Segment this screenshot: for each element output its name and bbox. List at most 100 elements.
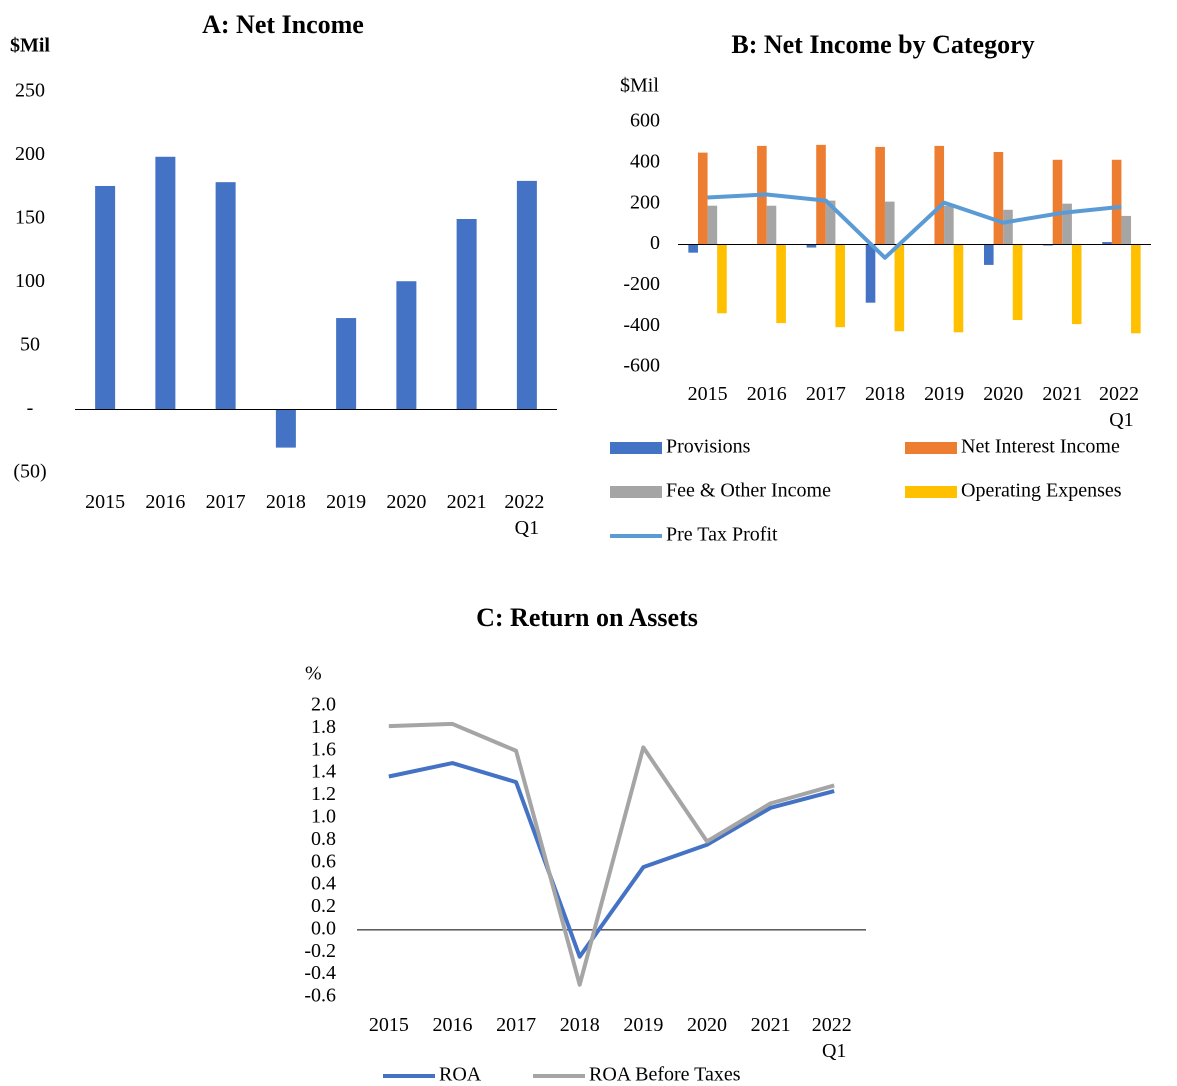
x-tick-label-line: Q1 — [1109, 409, 1133, 431]
bar — [825, 200, 836, 245]
x-tick-label-line: 2018 — [865, 383, 905, 405]
x-tick-label-line: 2019 — [326, 491, 366, 513]
x-tick-label-line: 2021 — [447, 491, 487, 513]
bar — [1062, 203, 1072, 245]
x-tick-label-line: 2019 — [623, 1014, 663, 1036]
bar — [215, 182, 236, 410]
x-tick-label-line: 2020 — [687, 1014, 727, 1036]
x-tick-label-line: 2017 — [496, 1014, 536, 1036]
x-tick-label: 2017 — [496, 1014, 536, 1036]
legend-label: ROA Before Taxes — [589, 1064, 741, 1086]
x-tick-label-line: 2022 — [504, 491, 549, 513]
line — [388, 761, 835, 959]
y-tick-label: 150 — [15, 207, 45, 229]
x-tick-label: 2020 — [386, 491, 426, 513]
y-tick-label: 600 — [630, 110, 660, 132]
bar — [275, 409, 296, 448]
bar — [944, 205, 954, 245]
x-tick-label: 2018 — [865, 383, 905, 405]
bar — [884, 201, 895, 245]
y-tick-label: 250 — [15, 80, 45, 102]
x-tick-label-line: 2022 — [1099, 383, 1144, 405]
bar — [1121, 215, 1132, 245]
y-tick-label: 200 — [15, 143, 45, 165]
bar — [1043, 244, 1053, 246]
bar — [717, 244, 727, 314]
x-tick-label: 2015 — [688, 383, 728, 405]
y-tick-label: 0.2 — [311, 895, 336, 917]
bar — [155, 156, 176, 410]
x-tick-label-line: 2017 — [806, 383, 846, 405]
y-tick-label: 100 — [15, 270, 45, 292]
legend-label: Operating Expenses — [961, 480, 1122, 502]
bar — [336, 318, 357, 410]
bar — [993, 152, 1004, 245]
x-tick-label: 2021 — [751, 1014, 791, 1036]
x-tick-label-line: 2020 — [386, 491, 426, 513]
bar — [894, 244, 905, 332]
chart-title: A: Net Income — [202, 10, 364, 39]
y-tick-label: 1.8 — [311, 716, 336, 738]
bar — [707, 205, 718, 245]
x-tick-label: 2022 Q1 — [1099, 383, 1144, 431]
x-tick-label: 2016 — [747, 383, 787, 405]
y-tick-label: 1.6 — [311, 738, 336, 760]
x-tick-label: 2015 — [369, 1014, 409, 1036]
x-tick-label: 2016 — [145, 491, 185, 513]
y-tick-label: -200 — [623, 273, 660, 295]
y-tick-label: -600 — [623, 355, 660, 377]
x-tick-label: 2018 — [560, 1014, 600, 1036]
x-tick-label: 2019 — [326, 491, 366, 513]
legend-label: Net Interest Income — [961, 436, 1120, 458]
bar — [697, 152, 708, 245]
x-tick-label-line: Q1 — [822, 1040, 846, 1062]
y-tick-label: 200 — [630, 191, 660, 213]
y-tick-label: -0.4 — [304, 962, 336, 984]
x-tick-label: 2021 — [447, 491, 487, 513]
y-tick-label: 0.6 — [311, 850, 336, 872]
x-tick-label-line: 2020 — [983, 383, 1023, 405]
bar — [983, 244, 994, 265]
x-tick-label-line: Q1 — [515, 517, 539, 539]
legend-swatch — [905, 486, 957, 498]
x-tick-label: 2015 — [85, 491, 125, 513]
y-tick-label: 0.0 — [311, 917, 336, 939]
y-tick-label: 0.8 — [311, 828, 336, 850]
bar — [1012, 244, 1023, 321]
x-tick-label: 2018 — [266, 491, 306, 513]
x-tick-label-line: 2018 — [266, 491, 306, 513]
legend-label: ROA — [439, 1064, 482, 1086]
x-tick-label-line: 2018 — [560, 1014, 600, 1036]
y-tick-label: 2.0 — [311, 694, 336, 716]
x-tick-label: 2017 — [206, 491, 246, 513]
bar — [816, 144, 826, 245]
bar — [865, 244, 876, 303]
y-axis-label: $Mil — [620, 75, 659, 97]
legend-label: Fee & Other Income — [666, 480, 831, 502]
x-tick-label-line: 2022 — [812, 1014, 857, 1036]
line — [707, 192, 1122, 260]
x-tick-label: 2021 — [1042, 383, 1082, 405]
y-tick-label: 400 — [630, 150, 660, 172]
line — [388, 721, 835, 987]
x-tick-label-line: 2019 — [924, 383, 964, 405]
bar — [776, 244, 786, 324]
x-tick-label: 2019 — [924, 383, 964, 405]
y-tick-label: -0.6 — [304, 985, 336, 1007]
x-tick-label-line: 2016 — [145, 491, 185, 513]
x-tick-label-line: 2015 — [688, 383, 728, 405]
legend-label: Provisions — [666, 436, 751, 458]
y-tick-label: 50 — [20, 334, 40, 356]
bar — [1003, 209, 1013, 245]
x-tick-label-line: 2021 — [751, 1014, 791, 1036]
x-tick-label: 2016 — [432, 1014, 472, 1036]
bar — [934, 145, 945, 245]
bar — [1052, 159, 1063, 245]
x-tick-label-line: 2015 — [369, 1014, 409, 1036]
legend-swatch — [610, 442, 662, 454]
x-tick-label-line: 2017 — [206, 491, 246, 513]
bar — [806, 244, 817, 248]
legend-swatch — [610, 486, 662, 498]
y-tick-label: 1.0 — [311, 806, 336, 828]
